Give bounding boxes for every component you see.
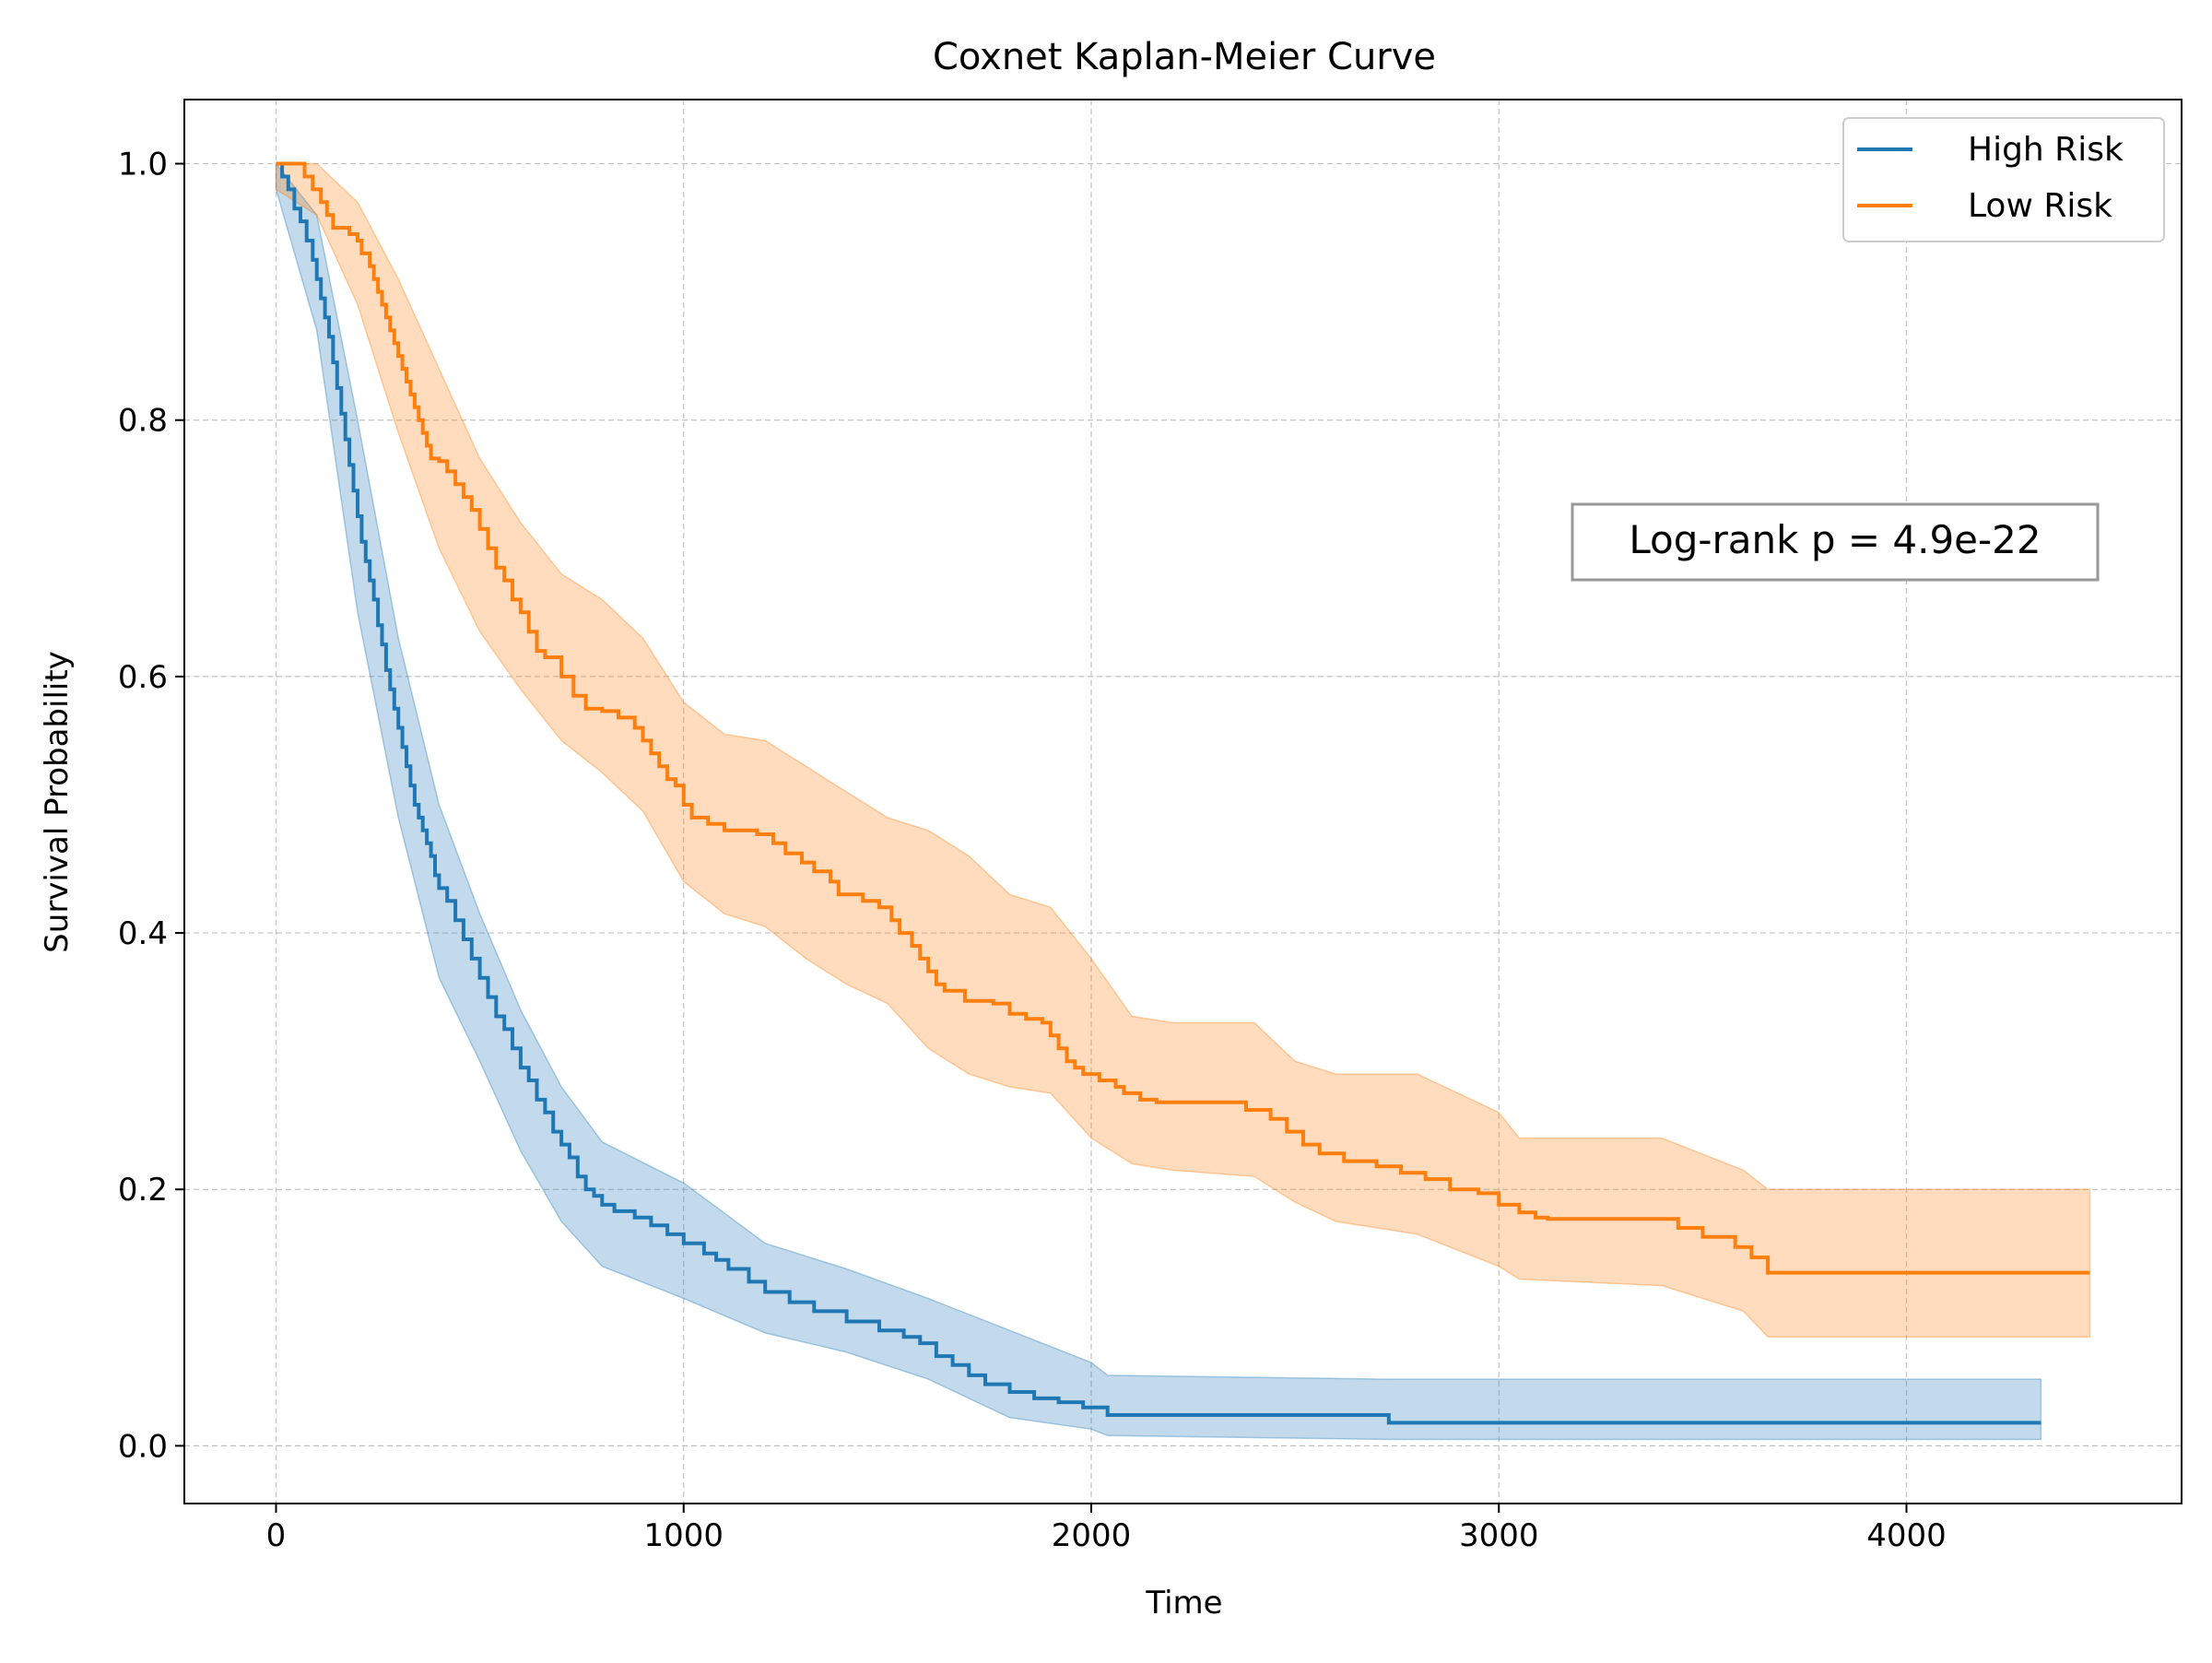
- legend-label-high-risk: High Risk: [1968, 131, 2124, 169]
- x-tick-label: 4000: [1866, 1517, 1947, 1554]
- survival-line-high-risk: [276, 161, 2041, 1425]
- y-tick-label: 0.8: [118, 403, 168, 440]
- log-rank-annotation: Log-rank p = 4.9e-22: [1571, 502, 2100, 582]
- survival-line-low-risk: [276, 161, 2090, 1275]
- x-tick-label: 3000: [1459, 1517, 1539, 1554]
- y-axis-label: Survival Probability: [39, 651, 76, 953]
- y-tick-label: 0.6: [118, 659, 168, 696]
- y-tick-label: 1.0: [118, 147, 168, 183]
- log-rank-text: Log-rank p = 4.9e-22: [1629, 517, 2041, 562]
- ci-band-high-risk: [275, 161, 2042, 1441]
- x-tick-label: 0: [266, 1517, 287, 1554]
- x-axis-label: Time: [1145, 1585, 1222, 1622]
- chart-title: Coxnet Kaplan-Meier Curve: [933, 36, 1436, 78]
- chart-legend: High Risk Low Risk: [1842, 117, 2165, 242]
- legend-box: [1842, 117, 2165, 242]
- legend-label-low-risk: Low Risk: [1968, 187, 2112, 225]
- y-tick-label: 0.2: [118, 1172, 168, 1209]
- grid-lines: [184, 100, 2182, 1504]
- axis-ticks: 0 1000 2000 3000 4000 0.0 0.2 0.4 0.6 0.8 1.0: [118, 147, 1947, 1554]
- plot-frame: [183, 99, 2183, 1504]
- y-tick-label: 0.0: [118, 1428, 168, 1465]
- y-tick-label: 0.4: [118, 915, 168, 952]
- x-tick-label: 2000: [1052, 1517, 1132, 1554]
- survival-curves: [276, 161, 2090, 1425]
- x-tick-label: 1000: [643, 1517, 724, 1554]
- annotation-box: [1571, 502, 2100, 582]
